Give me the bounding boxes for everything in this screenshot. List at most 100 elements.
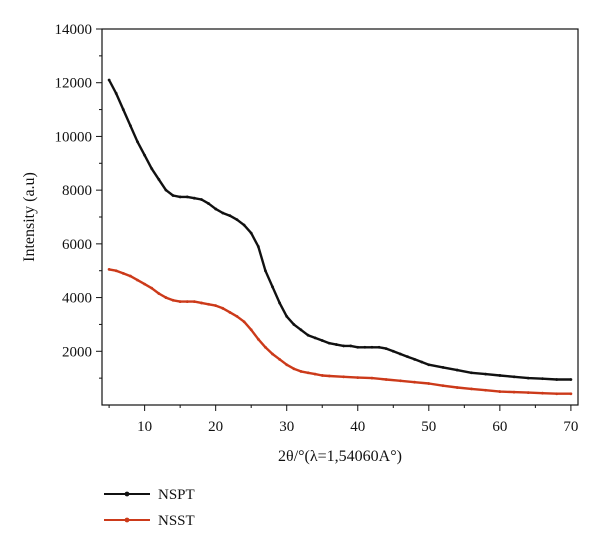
data-point: [264, 269, 267, 273]
data-point: [271, 285, 274, 289]
y-tick-label: 12000: [55, 76, 93, 92]
x-tick-label: 40: [350, 419, 365, 435]
data-point: [221, 306, 225, 310]
data-point: [271, 352, 274, 356]
data-point: [335, 343, 338, 346]
data-point: [136, 140, 139, 144]
data-point: [398, 379, 402, 383]
data-point: [164, 296, 168, 299]
data-point: [157, 292, 161, 295]
data-point: [370, 345, 374, 349]
data-point: [498, 390, 502, 393]
data-point: [164, 188, 168, 192]
data-point: [541, 391, 544, 395]
data-point: [299, 370, 303, 373]
x-tick-label: 70: [563, 419, 578, 435]
data-point: [569, 392, 573, 396]
data-point: [413, 357, 416, 361]
data-point: [192, 300, 196, 303]
data-point: [526, 376, 530, 380]
data-point: [327, 341, 331, 345]
data-point: [107, 78, 111, 82]
data-point: [470, 387, 473, 391]
data-point: [306, 371, 310, 375]
data-point: [356, 345, 360, 349]
data-point: [178, 195, 182, 199]
data-point: [441, 384, 445, 388]
data-point: [484, 372, 488, 376]
data-point: [192, 196, 196, 200]
x-tick-label: 20: [208, 419, 223, 435]
data-point: [242, 320, 246, 324]
data-point: [342, 375, 345, 379]
data-point: [370, 376, 374, 380]
data-point: [136, 278, 139, 282]
x-tick-label: 60: [492, 419, 507, 435]
data-point: [235, 218, 239, 222]
data-point: [327, 374, 331, 378]
data-point: [413, 380, 416, 384]
x-axis-label: 2θ/°(λ=1,54060A°): [278, 448, 402, 465]
data-point: [398, 352, 402, 356]
data-point: [256, 245, 260, 248]
data-point: [178, 300, 182, 303]
data-point: [129, 274, 132, 278]
data-point: [207, 202, 210, 205]
data-point: [306, 333, 310, 337]
data-point: [200, 301, 203, 305]
data-point: [114, 92, 118, 95]
data-point: [384, 347, 388, 350]
data-point: [349, 344, 353, 348]
data-point: [512, 390, 516, 394]
data-point: [292, 323, 296, 326]
axes-layer: 10 20 30 40 50 60 70 2000 4000 6000 8000 10000 12000…: [55, 22, 579, 435]
data-point: [285, 314, 289, 318]
plot-frame: [101, 28, 579, 406]
y-tick-label: 4000: [62, 291, 92, 307]
y-tick-label: 10000: [55, 129, 93, 145]
data-point: [185, 300, 189, 303]
data-point: [427, 382, 431, 385]
series-layer: [107, 78, 573, 396]
data-point: [264, 345, 267, 349]
data-point: [249, 231, 253, 235]
data-point: [320, 339, 324, 342]
data-point: [157, 178, 161, 181]
data-point: [143, 282, 147, 286]
data-point: [171, 298, 175, 302]
legend-label: NSST: [158, 513, 195, 529]
data-point: [363, 345, 367, 349]
data-point: [377, 345, 381, 349]
data-point: [470, 371, 473, 375]
data-point: [256, 337, 260, 341]
data-point: [313, 372, 317, 376]
data-point: [455, 368, 459, 372]
y-tick-label: 8000: [62, 183, 92, 199]
data-point: [484, 388, 488, 392]
data-point: [278, 357, 282, 361]
data-point: [526, 391, 530, 395]
data-point: [221, 211, 225, 215]
x-tick-label: 10: [137, 419, 152, 435]
data-point: [214, 207, 218, 211]
data-point: [313, 336, 317, 340]
data-point: [498, 374, 502, 377]
legend-marker: [124, 517, 130, 523]
data-point: [555, 378, 559, 381]
data-point: [228, 310, 232, 314]
data-point: [249, 328, 253, 332]
data-point: [541, 377, 544, 381]
data-point: [129, 124, 132, 128]
data-point: [185, 195, 189, 199]
data-point: [406, 355, 409, 359]
data-point: [356, 376, 360, 380]
data-point: [299, 328, 303, 332]
data-point: [512, 375, 516, 379]
data-point: [242, 223, 246, 227]
data-point: [114, 269, 118, 273]
data-point: [342, 344, 345, 348]
data-point: [150, 286, 154, 290]
data-point: [143, 153, 147, 157]
